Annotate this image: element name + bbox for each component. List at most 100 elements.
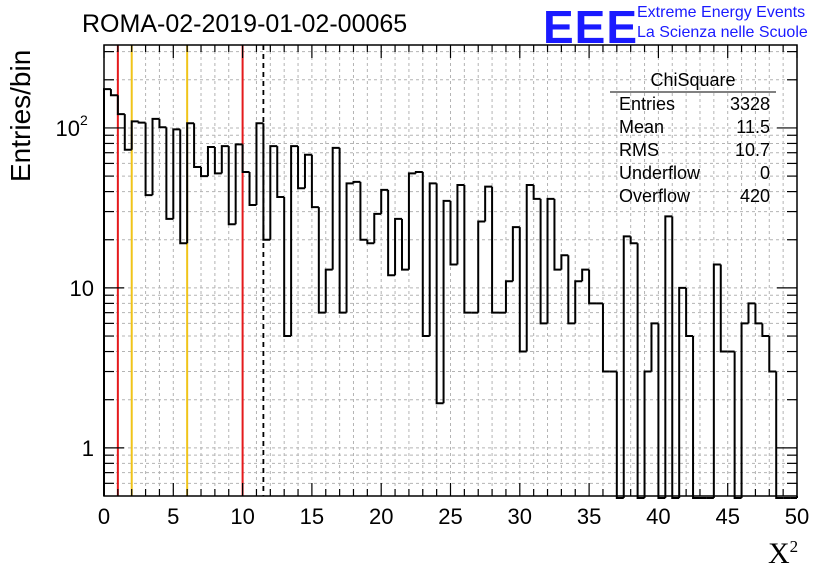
histogram-bin — [546, 197, 555, 324]
histogram-bin — [712, 263, 721, 498]
histogram-bin — [380, 188, 389, 214]
histogram-bin — [220, 145, 229, 174]
histogram-bin — [130, 120, 139, 150]
histogram-bin — [248, 172, 257, 206]
histogram-bin — [283, 197, 292, 338]
histogram-bin — [511, 226, 520, 282]
histogram-bin — [449, 200, 458, 266]
histogram-bin — [622, 235, 631, 498]
histogram-bin — [518, 227, 527, 353]
histogram-bin — [387, 189, 396, 277]
histogram-bin — [657, 323, 666, 499]
histogram-bin — [678, 286, 687, 498]
histogram-bin — [324, 268, 333, 313]
histogram-bin — [276, 146, 285, 199]
histogram-bin — [407, 172, 416, 270]
histogram-bin — [615, 371, 624, 499]
histogram-bin — [539, 198, 548, 325]
x-tick-label: 25 — [438, 504, 462, 529]
histogram-bin — [352, 180, 361, 184]
histogram-bin — [664, 215, 673, 498]
histogram-bin — [650, 322, 659, 372]
histogram-bin — [456, 183, 465, 265]
stats-row-value: 0 — [760, 163, 770, 183]
histogram-bin — [400, 218, 409, 271]
histogram-bin — [179, 129, 188, 245]
histogram-bin — [477, 220, 486, 313]
histogram-bin — [733, 351, 742, 499]
x-axis-label-superscript: 2 — [789, 537, 799, 556]
stats-row-label: Entries — [619, 94, 675, 114]
y-axis-label: Entries/bin — [5, 49, 36, 182]
histogram-bin — [165, 127, 174, 220]
y-tick-label: 10 — [56, 116, 80, 141]
x-axis-label: X2 — [768, 537, 798, 571]
histogram-bin — [269, 145, 278, 240]
histogram-bin — [317, 207, 326, 314]
histogram-bin — [525, 183, 534, 352]
reference-lines — [116, 45, 265, 496]
histogram-bin — [532, 184, 541, 200]
histogram-bin — [740, 322, 749, 498]
histogram-bin — [262, 123, 271, 241]
stats-rows: Entries 3328 Mean 11.5 RMS 10.7 Underflow 0 Over… — [619, 94, 770, 206]
x-tick-label: 0 — [98, 504, 110, 529]
histogram-bin — [463, 184, 472, 314]
histogram-bin — [200, 166, 208, 178]
histogram-bin — [484, 185, 493, 222]
histogram-bin — [685, 287, 694, 338]
histogram-bin — [574, 280, 583, 324]
y-tick-label: 10 — [70, 276, 94, 301]
histogram-bin — [588, 269, 597, 305]
stats-row-label: RMS — [619, 140, 659, 160]
y-tick-label: 1 — [82, 436, 94, 461]
histogram-bin — [671, 216, 680, 499]
histogram-bin — [234, 143, 243, 225]
histogram-bin — [109, 89, 118, 97]
x-tick-label: 20 — [369, 504, 393, 529]
x-tick-label: 50 — [785, 504, 809, 529]
plot-frame-background — [104, 45, 797, 496]
histogram-bin — [303, 153, 312, 189]
eee-logo: EEE — [543, 1, 639, 53]
x-axis-ticks: 0 5 10 15 20 25 30 35 40 45 50 — [98, 45, 809, 529]
stats-row-value: 10.7 — [735, 140, 770, 160]
x-tick-label: 40 — [646, 504, 670, 529]
histogram-bin — [761, 323, 770, 338]
histogram-bin — [290, 145, 299, 337]
x-tick-label: 45 — [715, 504, 739, 529]
histogram-bin — [567, 255, 576, 325]
histogram-bin — [601, 303, 610, 373]
x-tick-label: 35 — [577, 504, 601, 529]
histogram-bin — [636, 243, 645, 499]
stats-row-value: 420 — [740, 186, 770, 206]
histogram-bin — [428, 182, 437, 337]
histogram-bin — [331, 146, 340, 270]
histogram-bin — [775, 371, 784, 499]
x-tick-label: 30 — [508, 504, 532, 529]
histogram-bin — [768, 336, 777, 373]
x-tick-label: 15 — [300, 504, 324, 529]
histogram-bin — [719, 264, 728, 353]
histogram-bin — [297, 146, 305, 190]
histogram-bin — [442, 199, 451, 404]
y-tick-label-exponent: 2 — [80, 112, 88, 128]
histogram-bin — [186, 122, 195, 244]
histogram-bin — [227, 146, 236, 226]
logo-line-1: Extreme Energy Events — [637, 4, 806, 21]
chart-title: ROMA-02-2019-01-02-00065 — [82, 10, 408, 38]
histogram-bin — [213, 147, 222, 175]
histogram-bin — [137, 121, 146, 124]
histogram-bin — [747, 302, 756, 324]
histogram-bin — [158, 118, 167, 129]
histogram-bin — [345, 182, 354, 313]
x-tick-label: 5 — [167, 504, 179, 529]
histogram-bin — [435, 183, 444, 405]
histogram-bin — [255, 122, 264, 205]
histogram-bin — [116, 95, 125, 116]
histogram-bin — [491, 186, 500, 314]
histogram-bin — [172, 128, 181, 219]
stats-box: ChiSquare Entries 3328 Mean 11.5 RMS 10.7 Unde… — [610, 70, 776, 206]
